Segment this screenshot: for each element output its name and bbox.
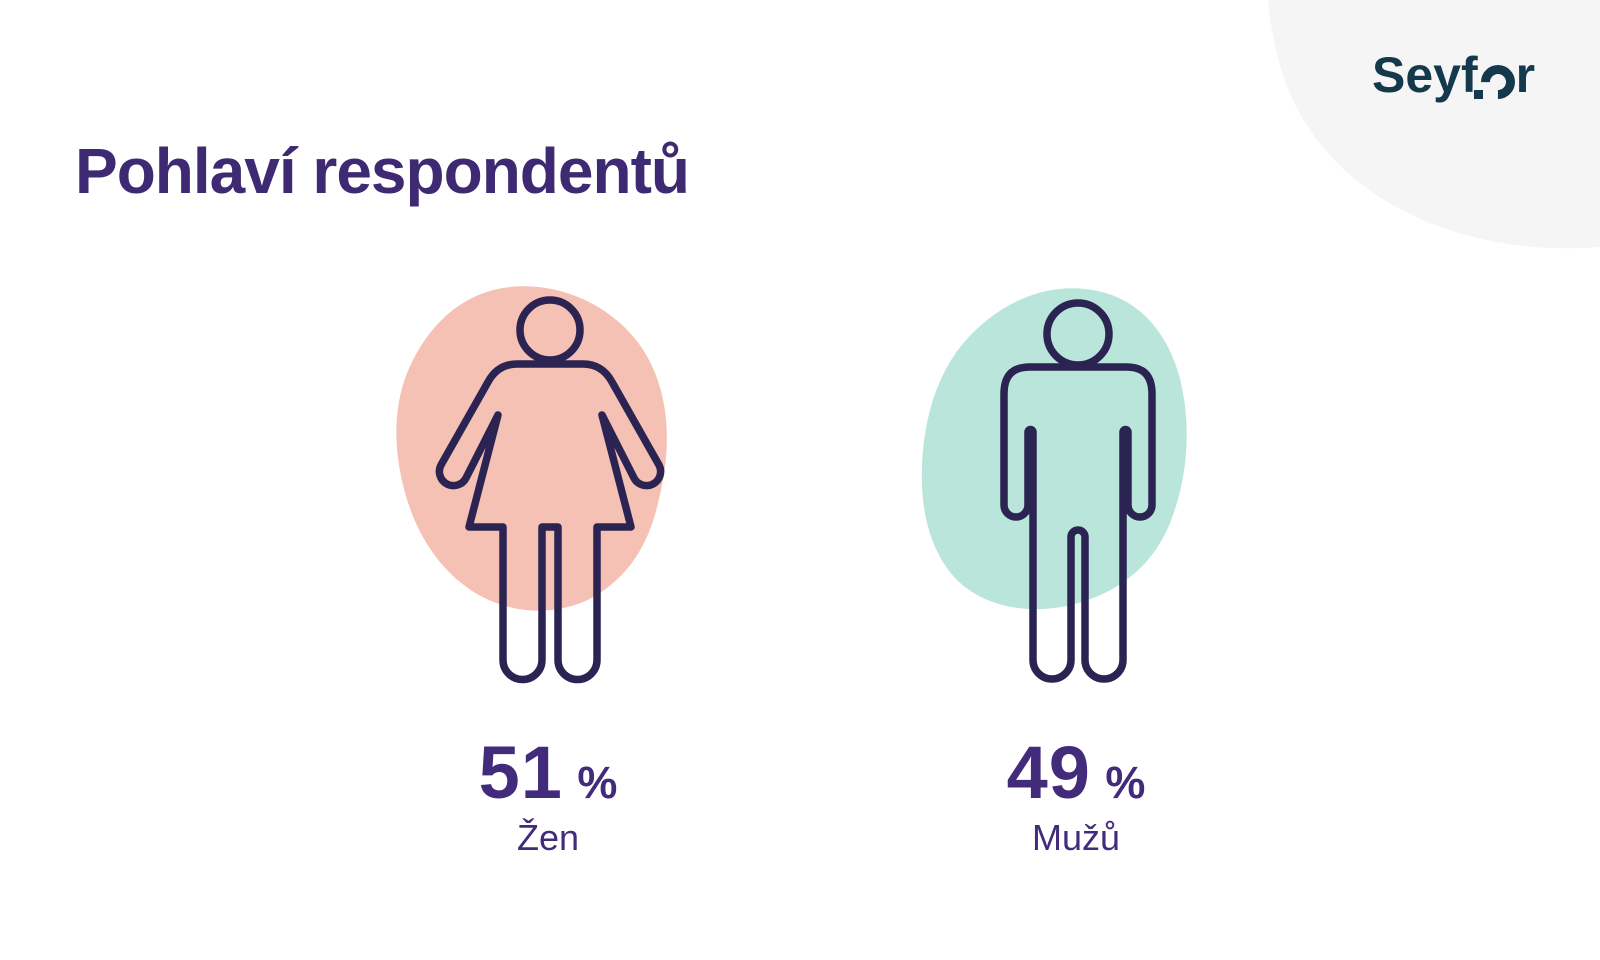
- stat-men-label: Mužů: [1031, 817, 1121, 858]
- male-blob: [921, 288, 1187, 610]
- stat-women: 51 % Žen: [398, 736, 698, 859]
- female-icon: [435, 296, 665, 684]
- female-head: [516, 296, 584, 364]
- corner-blob: [1268, 0, 1600, 249]
- stat-men-unit: %: [1105, 757, 1146, 808]
- stat-women-unit: %: [577, 757, 618, 808]
- seyfor-logo-text-suffix: r: [1515, 47, 1536, 103]
- stat-men: 49 % Mužů: [926, 736, 1226, 859]
- male-icon: [1000, 299, 1156, 683]
- seyfor-logo-o-dot: [1473, 90, 1483, 99]
- stat-women-label: Žen: [516, 817, 580, 858]
- male-body: [1000, 363, 1156, 683]
- stat-women-value-row: 51 %: [398, 736, 698, 810]
- seyfor-logo-text-prefix: Seyf: [1372, 47, 1478, 103]
- female-blob: [396, 286, 667, 611]
- seyfor-logo-o-icon: [1473, 57, 1522, 107]
- female-body: [435, 360, 665, 684]
- stat-men-value-row: 49 %: [926, 736, 1226, 810]
- stat-men-value: 49: [1006, 731, 1091, 814]
- page-title: Pohlaví respondentů: [75, 134, 690, 207]
- seyfor-logo: Seyf r: [1372, 47, 1536, 107]
- stat-women-value: 51: [478, 731, 563, 814]
